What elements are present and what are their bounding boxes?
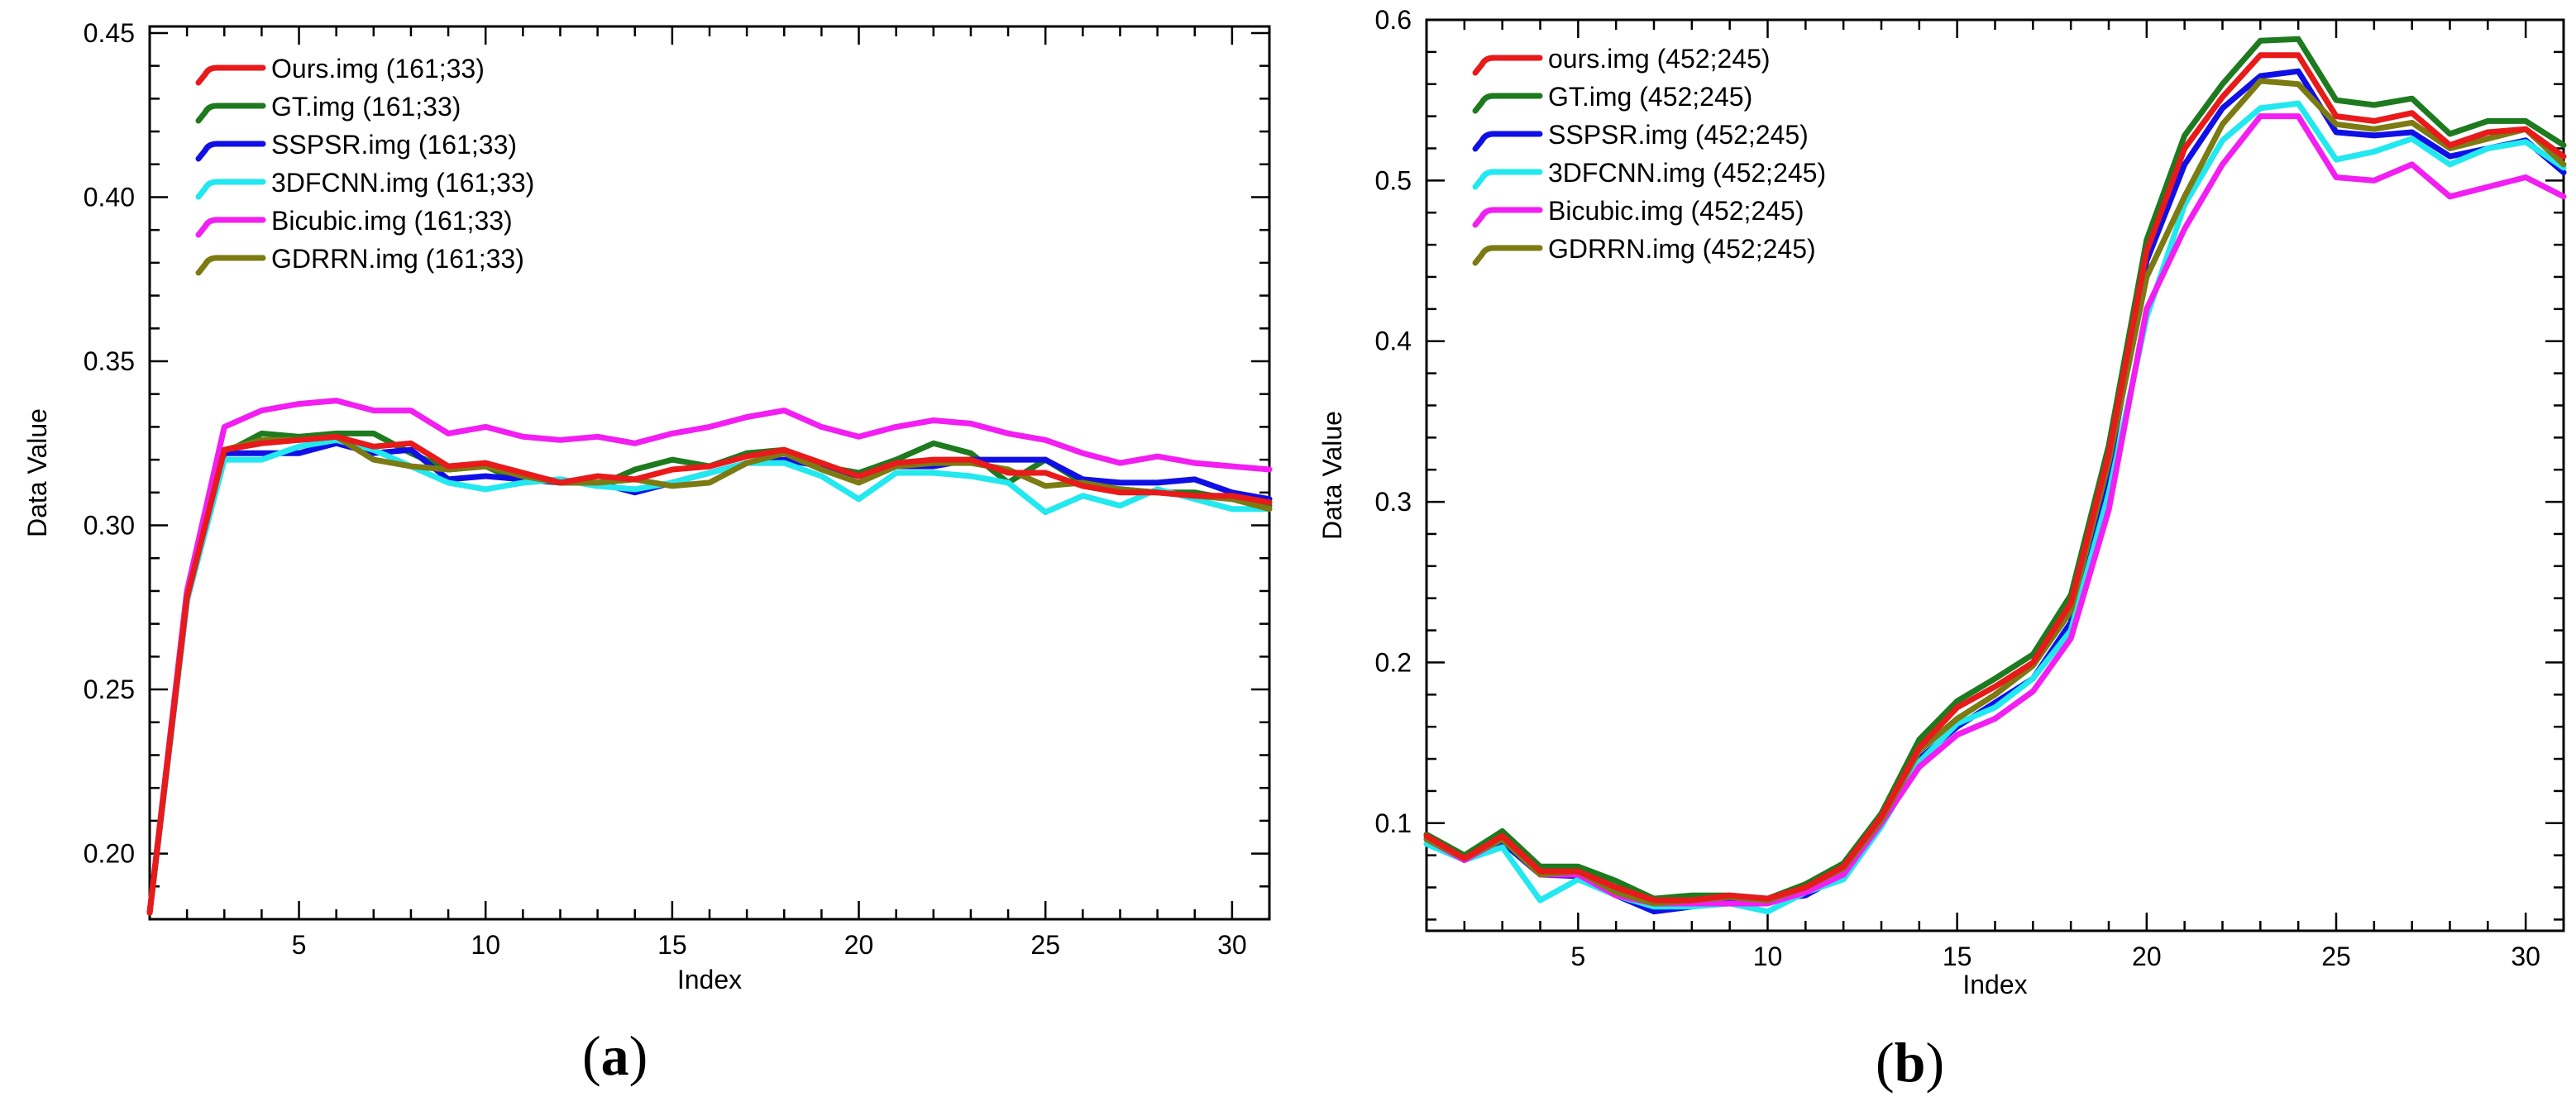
plot-frame bbox=[1425, 18, 2565, 932]
y-tick-label: 0.40 bbox=[84, 182, 135, 212]
series-line bbox=[146, 433, 1273, 916]
legend-label: 3DFCNN.img (452;245) bbox=[1548, 158, 1826, 188]
x-tick-label: 10 bbox=[471, 930, 500, 960]
series-line bbox=[1423, 78, 2567, 907]
legend-label: Bicubic.img (452;245) bbox=[1548, 196, 1804, 226]
chart-panel-a: 5 10 15 20 25 30 0.20 0.25 0.30 0.35 0.40 0.45 Index… bbox=[22, 18, 1273, 994]
x-tick-label: 30 bbox=[1217, 930, 1247, 960]
y-tick-label: 0.5 bbox=[1375, 165, 1412, 195]
x-axis-label: Index bbox=[677, 965, 742, 994]
x-tick-label: 10 bbox=[1753, 942, 1783, 971]
series-line bbox=[1423, 52, 2567, 904]
legend-swatch bbox=[1472, 93, 1543, 114]
legend-swatch bbox=[195, 103, 266, 124]
series-line bbox=[146, 440, 1273, 916]
y-tick-label: 0.35 bbox=[84, 346, 135, 376]
y-axis-label: Data Value bbox=[22, 408, 52, 537]
x-tick-label: 5 bbox=[1570, 942, 1585, 971]
y-tick-label: 0.4 bbox=[1375, 327, 1412, 356]
x-tick-label: 5 bbox=[292, 930, 307, 960]
y-tick-label: 0.45 bbox=[84, 18, 135, 48]
legend-swatch bbox=[195, 255, 266, 276]
series-line bbox=[146, 433, 1273, 916]
x-tick-label: 20 bbox=[2132, 942, 2162, 971]
legend-label: GT.img (161;33) bbox=[271, 92, 461, 122]
legend-label: SSPSR.img (161;33) bbox=[271, 130, 517, 160]
x-tick-label: 15 bbox=[657, 930, 687, 960]
panel-caption-a: (a) bbox=[582, 1024, 648, 1087]
legend-label: GDRRN.img (161;33) bbox=[271, 244, 524, 274]
x-tick-label: 25 bbox=[1030, 930, 1060, 960]
x-axis-label: Index bbox=[1962, 970, 2027, 999]
y-tick-label: 0.6 bbox=[1375, 5, 1412, 35]
y-axis-label: Data Value bbox=[1317, 411, 1347, 540]
x-tick-label: 30 bbox=[2511, 942, 2540, 971]
legend-label: SSPSR.img (452;245) bbox=[1548, 120, 1809, 150]
x-tick-label: 15 bbox=[1943, 942, 1972, 971]
series-line bbox=[146, 398, 1273, 916]
series-line bbox=[146, 436, 1273, 916]
x-tick-label: 25 bbox=[2321, 942, 2351, 971]
legend-swatch bbox=[195, 64, 266, 86]
legend-swatch bbox=[1472, 131, 1543, 152]
y-tick-label: 0.20 bbox=[84, 839, 135, 869]
legend-label: GT.img (452;245) bbox=[1548, 82, 1752, 112]
series-line bbox=[146, 430, 1273, 916]
legend-label: GDRRN.img (452;245) bbox=[1548, 234, 1816, 264]
chart-panel-b: 5 10 15 20 25 30 0.1 0.2 0.3 0.4 0.5 0.6 Index Data V… bbox=[1317, 5, 2567, 999]
legend-swatch bbox=[1472, 169, 1543, 190]
legend-label: Ours.img (161;33) bbox=[271, 54, 485, 83]
y-tick-label: 0.2 bbox=[1375, 647, 1412, 677]
y-tick-label: 0.3 bbox=[1375, 487, 1412, 517]
y-tick-label: 0.25 bbox=[84, 675, 135, 704]
y-tick-label: 0.30 bbox=[84, 511, 135, 541]
legend-label: 3DFCNN.img (161;33) bbox=[271, 168, 534, 198]
legend-swatch bbox=[195, 141, 266, 162]
series-line bbox=[1423, 113, 2567, 907]
legend-swatch bbox=[195, 179, 266, 200]
legend-swatch bbox=[1472, 245, 1543, 266]
panel-caption-b: (b) bbox=[1876, 1031, 1945, 1094]
series-line bbox=[1423, 36, 2567, 902]
legend-swatch bbox=[1472, 55, 1543, 76]
legend-swatch bbox=[195, 217, 266, 238]
legend-swatch bbox=[1472, 207, 1543, 228]
y-tick-label: 0.1 bbox=[1375, 808, 1412, 838]
legend-label: ours.img (452;245) bbox=[1548, 44, 1771, 74]
legend-label: Bicubic.img (161;33) bbox=[271, 206, 513, 236]
x-tick-label: 20 bbox=[844, 930, 874, 960]
